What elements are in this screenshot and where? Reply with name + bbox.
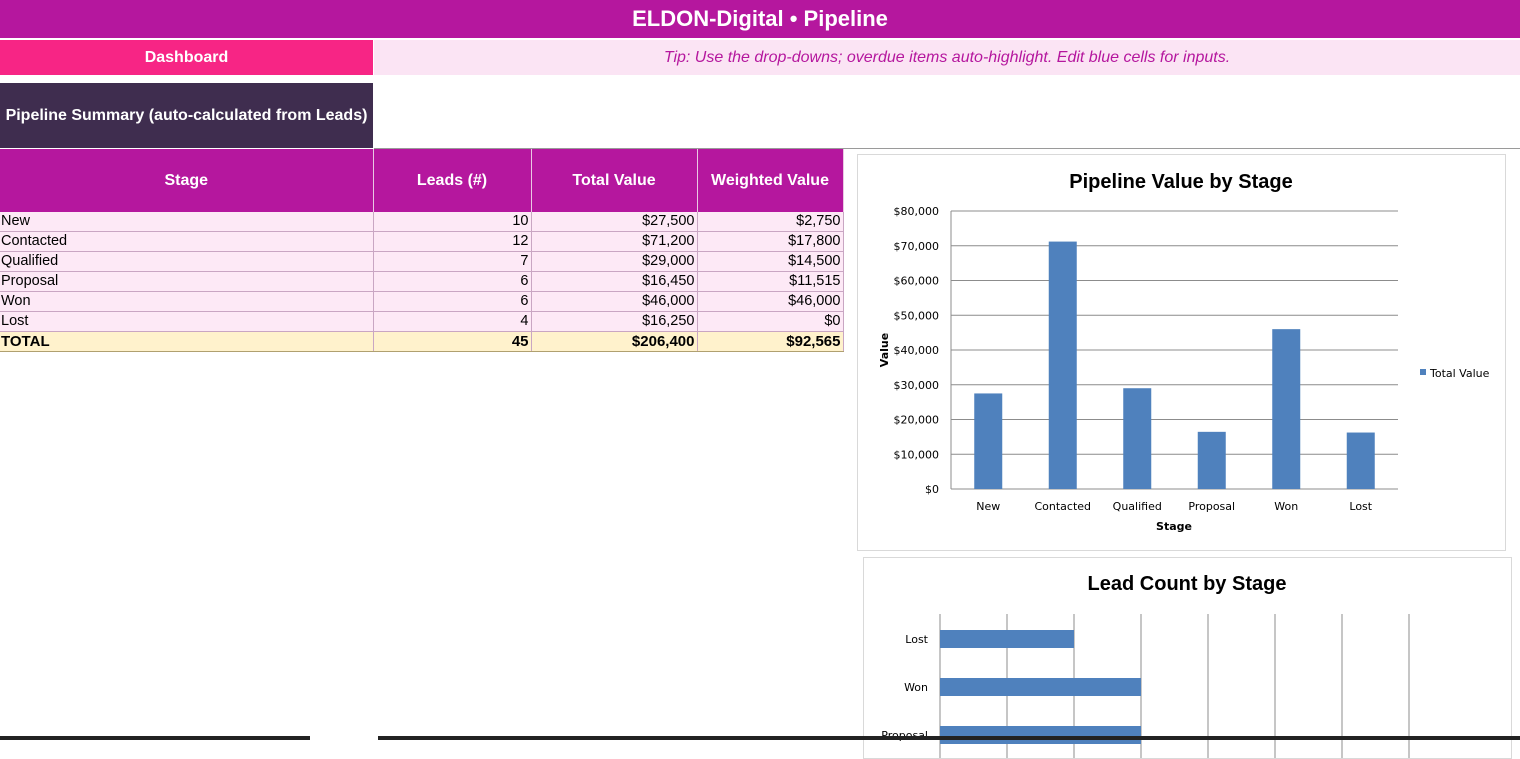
stage-cell[interactable]: Won bbox=[0, 291, 374, 312]
leads-cell[interactable]: 4 bbox=[373, 311, 532, 332]
y-tick-label: $40,000 bbox=[894, 344, 940, 357]
total-value-sum-cell[interactable]: $206,400 bbox=[531, 331, 698, 352]
y-tick-label: $30,000 bbox=[894, 379, 940, 392]
column-header-stage[interactable]: Stage bbox=[0, 149, 374, 212]
weighted-value-cell[interactable]: $46,000 bbox=[697, 291, 844, 312]
stage-cell[interactable]: Proposal bbox=[0, 271, 374, 292]
weighted-value-cell[interactable]: $14,500 bbox=[697, 251, 844, 272]
total-value-cell[interactable]: $16,450 bbox=[531, 271, 698, 292]
legend-swatch bbox=[1420, 369, 1426, 375]
y-tick-label: Lost bbox=[905, 633, 928, 646]
bar-won bbox=[1272, 329, 1301, 489]
y-tick-label: $70,000 bbox=[894, 240, 940, 253]
bar-new bbox=[974, 393, 1003, 489]
column-header-total-value[interactable]: Total Value bbox=[531, 149, 698, 212]
dashboard-button[interactable]: Dashboard bbox=[0, 40, 373, 75]
stage-cell[interactable]: Qualified bbox=[0, 251, 374, 272]
total-leads-cell[interactable]: 45 bbox=[373, 331, 532, 352]
leads-cell[interactable]: 7 bbox=[373, 251, 532, 272]
x-axis-title: Stage bbox=[1156, 520, 1192, 533]
total-label-cell[interactable]: TOTAL bbox=[0, 331, 374, 352]
legend-label: Total Value bbox=[1429, 367, 1490, 380]
x-tick-label: Proposal bbox=[1188, 500, 1235, 513]
x-tick-label: New bbox=[976, 500, 1000, 513]
table-row: Lost 4 $16,250 $0 bbox=[0, 311, 844, 332]
y-tick-label: $60,000 bbox=[894, 275, 940, 288]
stage-cell[interactable]: Contacted bbox=[0, 231, 374, 252]
leads-cell[interactable]: 6 bbox=[373, 271, 532, 292]
y-axis-title: Value bbox=[878, 333, 891, 367]
total-value-cell[interactable]: $71,200 bbox=[531, 231, 698, 252]
column-header-weighted-value[interactable]: Weighted Value bbox=[697, 149, 844, 212]
leads-cell[interactable]: 12 bbox=[373, 231, 532, 252]
bar-won bbox=[940, 678, 1141, 696]
lead-count-chart[interactable]: Lead Count by StageLostWonProposal bbox=[863, 557, 1512, 759]
table-row: New 10 $27,500 $2,750 bbox=[0, 212, 844, 232]
table-row: Proposal 6 $16,450 $11,515 bbox=[0, 271, 844, 292]
bar-qualified bbox=[1123, 388, 1152, 489]
total-weighted-sum-cell[interactable]: $92,565 bbox=[697, 331, 844, 352]
page-title: ELDON-Digital • Pipeline bbox=[0, 0, 1520, 38]
bar-lost bbox=[940, 630, 1074, 648]
total-row: TOTAL 45 $206,400 $92,565 bbox=[0, 331, 844, 352]
y-tick-label: Won bbox=[904, 681, 928, 694]
x-tick-label: Lost bbox=[1349, 500, 1372, 513]
table-row: Won 6 $46,000 $46,000 bbox=[0, 291, 844, 312]
bar-lost bbox=[1346, 432, 1375, 489]
section-title: Pipeline Summary (auto-calculated from L… bbox=[0, 83, 373, 148]
leads-cell[interactable]: 10 bbox=[373, 212, 532, 232]
total-value-cell[interactable]: $29,000 bbox=[531, 251, 698, 272]
section-divider bbox=[374, 148, 1520, 149]
pipeline-value-chart-svg: Pipeline Value by Stage $0 $10,000 $20,000 $… bbox=[878, 171, 1490, 533]
total-value-cell[interactable]: $16,250 bbox=[531, 311, 698, 332]
weighted-value-cell[interactable]: $0 bbox=[697, 311, 844, 332]
lead-count-chart-svg: Lead Count by StageLostWonProposal bbox=[881, 573, 1410, 758]
column-header-leads[interactable]: Leads (#) bbox=[373, 149, 532, 212]
weighted-value-cell[interactable]: $17,800 bbox=[697, 231, 844, 252]
chart-title: Pipeline Value by Stage bbox=[1069, 171, 1292, 193]
y-tick-label: $50,000 bbox=[894, 309, 940, 322]
leads-cell[interactable]: 6 bbox=[373, 291, 532, 312]
table-row: Contacted 12 $71,200 $17,800 bbox=[0, 231, 844, 252]
bar-proposal bbox=[940, 726, 1141, 744]
horizontal-scrollbar-left[interactable] bbox=[0, 736, 310, 740]
table-header-row: Stage Leads (#) Total Value Weighted Val… bbox=[0, 149, 844, 212]
stage-cell[interactable]: Lost bbox=[0, 311, 374, 332]
table-row: Qualified 7 $29,000 $14,500 bbox=[0, 251, 844, 272]
tip-text: Tip: Use the drop-downs; overdue items a… bbox=[374, 40, 1520, 75]
bar-contacted bbox=[1048, 241, 1077, 489]
bar-proposal bbox=[1197, 431, 1226, 489]
weighted-value-cell[interactable]: $2,750 bbox=[697, 212, 844, 232]
weighted-value-cell[interactable]: $11,515 bbox=[697, 271, 844, 292]
x-tick-label: Contacted bbox=[1034, 500, 1091, 513]
pipeline-summary-table: Stage Leads (#) Total Value Weighted Val… bbox=[0, 149, 844, 352]
x-tick-label: Won bbox=[1274, 500, 1298, 513]
stage-cell[interactable]: New bbox=[0, 212, 374, 232]
total-value-cell[interactable]: $27,500 bbox=[531, 212, 698, 232]
y-tick-label: $80,000 bbox=[894, 205, 940, 218]
pipeline-value-chart[interactable]: Pipeline Value by Stage $0 $10,000 $20,000 $… bbox=[857, 154, 1506, 551]
x-tick-label: Qualified bbox=[1113, 500, 1162, 513]
y-tick-label: $20,000 bbox=[894, 414, 940, 427]
horizontal-scrollbar-right[interactable] bbox=[378, 736, 1520, 740]
y-tick-label: $0 bbox=[925, 483, 939, 496]
total-value-cell[interactable]: $46,000 bbox=[531, 291, 698, 312]
chart-title: Lead Count by Stage bbox=[1088, 573, 1287, 595]
y-tick-label: $10,000 bbox=[894, 448, 940, 461]
